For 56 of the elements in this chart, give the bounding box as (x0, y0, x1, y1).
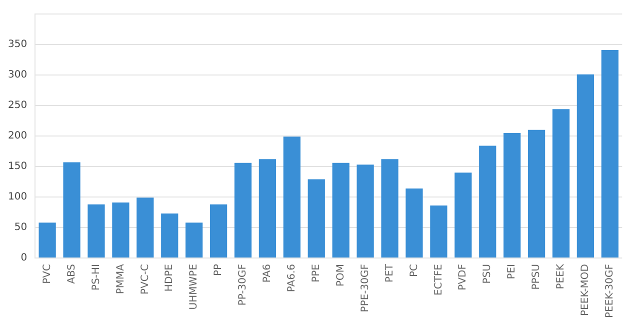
bar (479, 146, 496, 258)
bar (283, 136, 300, 258)
bar (38, 222, 56, 258)
bar (186, 222, 203, 258)
x-tick-label: PP-30GF (238, 264, 249, 306)
x-tick-label: PEEK (556, 264, 567, 290)
y-tick-label: 300 (8, 70, 28, 81)
x-tick-label: HDPE (164, 264, 176, 292)
bar (308, 179, 325, 258)
x-tick-label: PMMA (115, 264, 126, 294)
bar (504, 132, 521, 258)
x-tick-label: PPSU (531, 264, 542, 290)
x-tick-label: POM (335, 264, 346, 287)
x-tick-label: PEEK-30GF (604, 264, 616, 318)
x-tick-label: PET (384, 263, 396, 282)
bar (406, 188, 423, 258)
bar (88, 204, 105, 258)
x-tick-label: ECTFE (433, 264, 444, 296)
x-tick-label: PS-HI (90, 264, 102, 290)
y-tick-label: 150 (8, 161, 28, 172)
bar (210, 204, 228, 258)
bar (576, 74, 594, 258)
bar (381, 159, 398, 258)
bar (552, 109, 570, 258)
bar (528, 130, 546, 258)
y-tick-label: 350 (8, 39, 28, 50)
x-tick-label: PC (408, 264, 420, 278)
y-tick-label: 250 (8, 100, 28, 112)
x-tick-label: PPE-30GF (360, 264, 371, 312)
y-tick-label: 100 (8, 192, 28, 203)
y-tick-label: 50 (14, 222, 28, 234)
bar (601, 50, 618, 258)
x-tick-label: PVDF (458, 264, 469, 290)
x-tick-label: PEEK-MOD (580, 264, 592, 316)
bar (136, 198, 154, 258)
x-tick-label: PP (213, 264, 224, 276)
x-tick-label: PA6.6 (286, 264, 298, 292)
y-tick-label: 0 (20, 252, 28, 264)
bar (258, 159, 276, 258)
x-tick-label: PA6 (262, 264, 274, 283)
x-tick-label: PEI (506, 264, 518, 280)
x-tick-label: PVC-C (140, 264, 151, 294)
bar (430, 206, 448, 258)
bar (161, 213, 178, 258)
bar (356, 164, 374, 258)
bar (332, 162, 350, 258)
y-tick-label: 200 (8, 130, 28, 142)
bar (454, 172, 472, 258)
x-tick-label: ABS (66, 264, 78, 284)
bar (112, 202, 130, 258)
bar (234, 162, 252, 258)
x-tick-label: PSU (482, 264, 494, 284)
x-tick-label: PVC (42, 264, 53, 284)
x-tick-label: PPE (310, 264, 322, 282)
bar (63, 162, 80, 258)
x-tick-label: UHMWPE (188, 264, 200, 310)
